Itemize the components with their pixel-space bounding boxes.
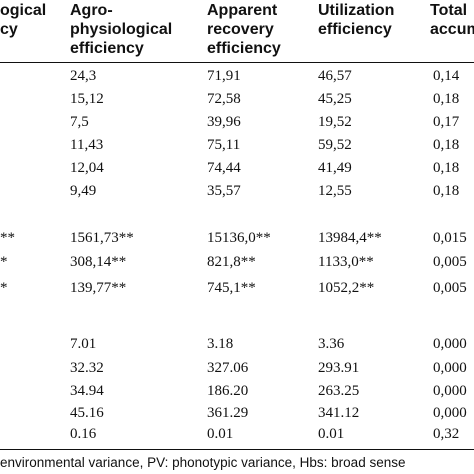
header-col3-line2: efficiency <box>318 21 392 38</box>
table-cell: 0,18 <box>433 160 460 176</box>
header-utilization: Utilization efficiency <box>318 1 394 39</box>
header-col4-line1: Total <box>430 2 468 19</box>
table-cell: 0,000 <box>433 405 467 421</box>
table-cell: 39,96 <box>207 114 241 130</box>
table-cell: 7.01 <box>70 336 97 352</box>
table-cell: 821,8** <box>207 254 256 270</box>
table-cell: 0.01 <box>318 426 345 442</box>
table-cell: 32.32 <box>70 360 104 376</box>
table-cell: 0.01 <box>207 426 234 442</box>
table-cell: 263.25 <box>318 383 360 399</box>
table-cell: 0,000 <box>433 383 467 399</box>
table-cell: 59,52 <box>318 137 352 153</box>
table-cell: 745,1** <box>207 280 256 296</box>
table-cell: 3.18 <box>207 336 234 352</box>
table-cell: 327.06 <box>207 360 249 376</box>
table-cell: 19,52 <box>318 114 352 130</box>
table-cell: 139,77** <box>70 280 127 296</box>
table-cell: 75,11 <box>207 137 241 153</box>
table-cell: 35,57 <box>207 183 241 199</box>
header-apparent-recovery: Apparent recovery efficiency <box>207 1 281 58</box>
header-col2-line3: efficiency <box>207 40 281 57</box>
table-cell: 3.36 <box>318 336 345 352</box>
header-rule <box>0 62 474 63</box>
table-cell: ** <box>0 230 15 246</box>
table-cell: 24,3 <box>70 68 97 84</box>
table-cell: 0,32 <box>433 426 460 442</box>
table-cell: 0,17 <box>433 114 460 130</box>
table-cell: 0,18 <box>433 183 460 199</box>
table-cell: 0,015 <box>433 230 467 246</box>
table-cell: 9,49 <box>70 183 97 199</box>
table-cell: * <box>0 280 8 296</box>
table-cell: 41,49 <box>318 160 352 176</box>
table-cell: 45.16 <box>70 405 104 421</box>
table-cell: 71,91 <box>207 68 241 84</box>
table-cell: 15,12 <box>70 91 104 107</box>
table-cell: 45,25 <box>318 91 352 107</box>
table-cell: 0,18 <box>433 91 460 107</box>
table-cell: 12,55 <box>318 183 352 199</box>
table-cell: 7,5 <box>70 114 89 130</box>
header-col1-line1: Agro- <box>70 2 113 19</box>
header-col0-line2: cy <box>0 21 18 38</box>
table-cell: 74,44 <box>207 160 241 176</box>
table-cell: 308,14** <box>70 254 127 270</box>
header-col1-line3: efficiency <box>70 40 144 57</box>
table-cell: 15136,0** <box>207 230 271 246</box>
table-cell: 0,005 <box>433 254 467 270</box>
table-cell: 46,57 <box>318 68 352 84</box>
header-col0: ogical cy <box>0 1 46 39</box>
table-cell: 0,000 <box>433 336 467 352</box>
table-cell: 1133,0** <box>318 254 374 270</box>
header-col3-line1: Utilization <box>318 2 395 19</box>
table-cell: 13984,4** <box>318 230 382 246</box>
header-agro-physiological: Agro- physiological efficiency <box>70 1 172 58</box>
header-col4-line2: accum <box>430 21 474 38</box>
header-col1-line2: physiological <box>70 21 173 38</box>
header-col2-line2: recovery <box>207 21 274 38</box>
table-cell: * <box>0 254 8 270</box>
table-cell: 0,18 <box>433 137 460 153</box>
header-col0-line1: ogical <box>0 2 47 19</box>
table-cell: 34.94 <box>70 383 104 399</box>
table-cell: 0,000 <box>433 360 467 376</box>
header-total-accum: Total accum <box>430 1 474 39</box>
footnote: environmental variance, PV: phonotypic v… <box>0 455 406 470</box>
table-cell: 1561,73** <box>70 230 134 246</box>
header-col2-line1: Apparent <box>207 2 278 19</box>
table-cell: 1052,2** <box>318 280 375 296</box>
table-cell: 12,04 <box>70 160 104 176</box>
table-cell: 11,43 <box>70 137 104 153</box>
table-cell: 72,58 <box>207 91 241 107</box>
table-cell: 0,005 <box>433 280 467 296</box>
table-cell: 0.16 <box>70 426 97 442</box>
table-cell: 341.12 <box>318 405 360 421</box>
table-cell: 293.91 <box>318 360 360 376</box>
table-cell: 0,14 <box>433 68 460 84</box>
table-cell: 186.20 <box>207 383 249 399</box>
table-cell: 361.29 <box>207 405 249 421</box>
bottom-rule <box>0 449 474 450</box>
